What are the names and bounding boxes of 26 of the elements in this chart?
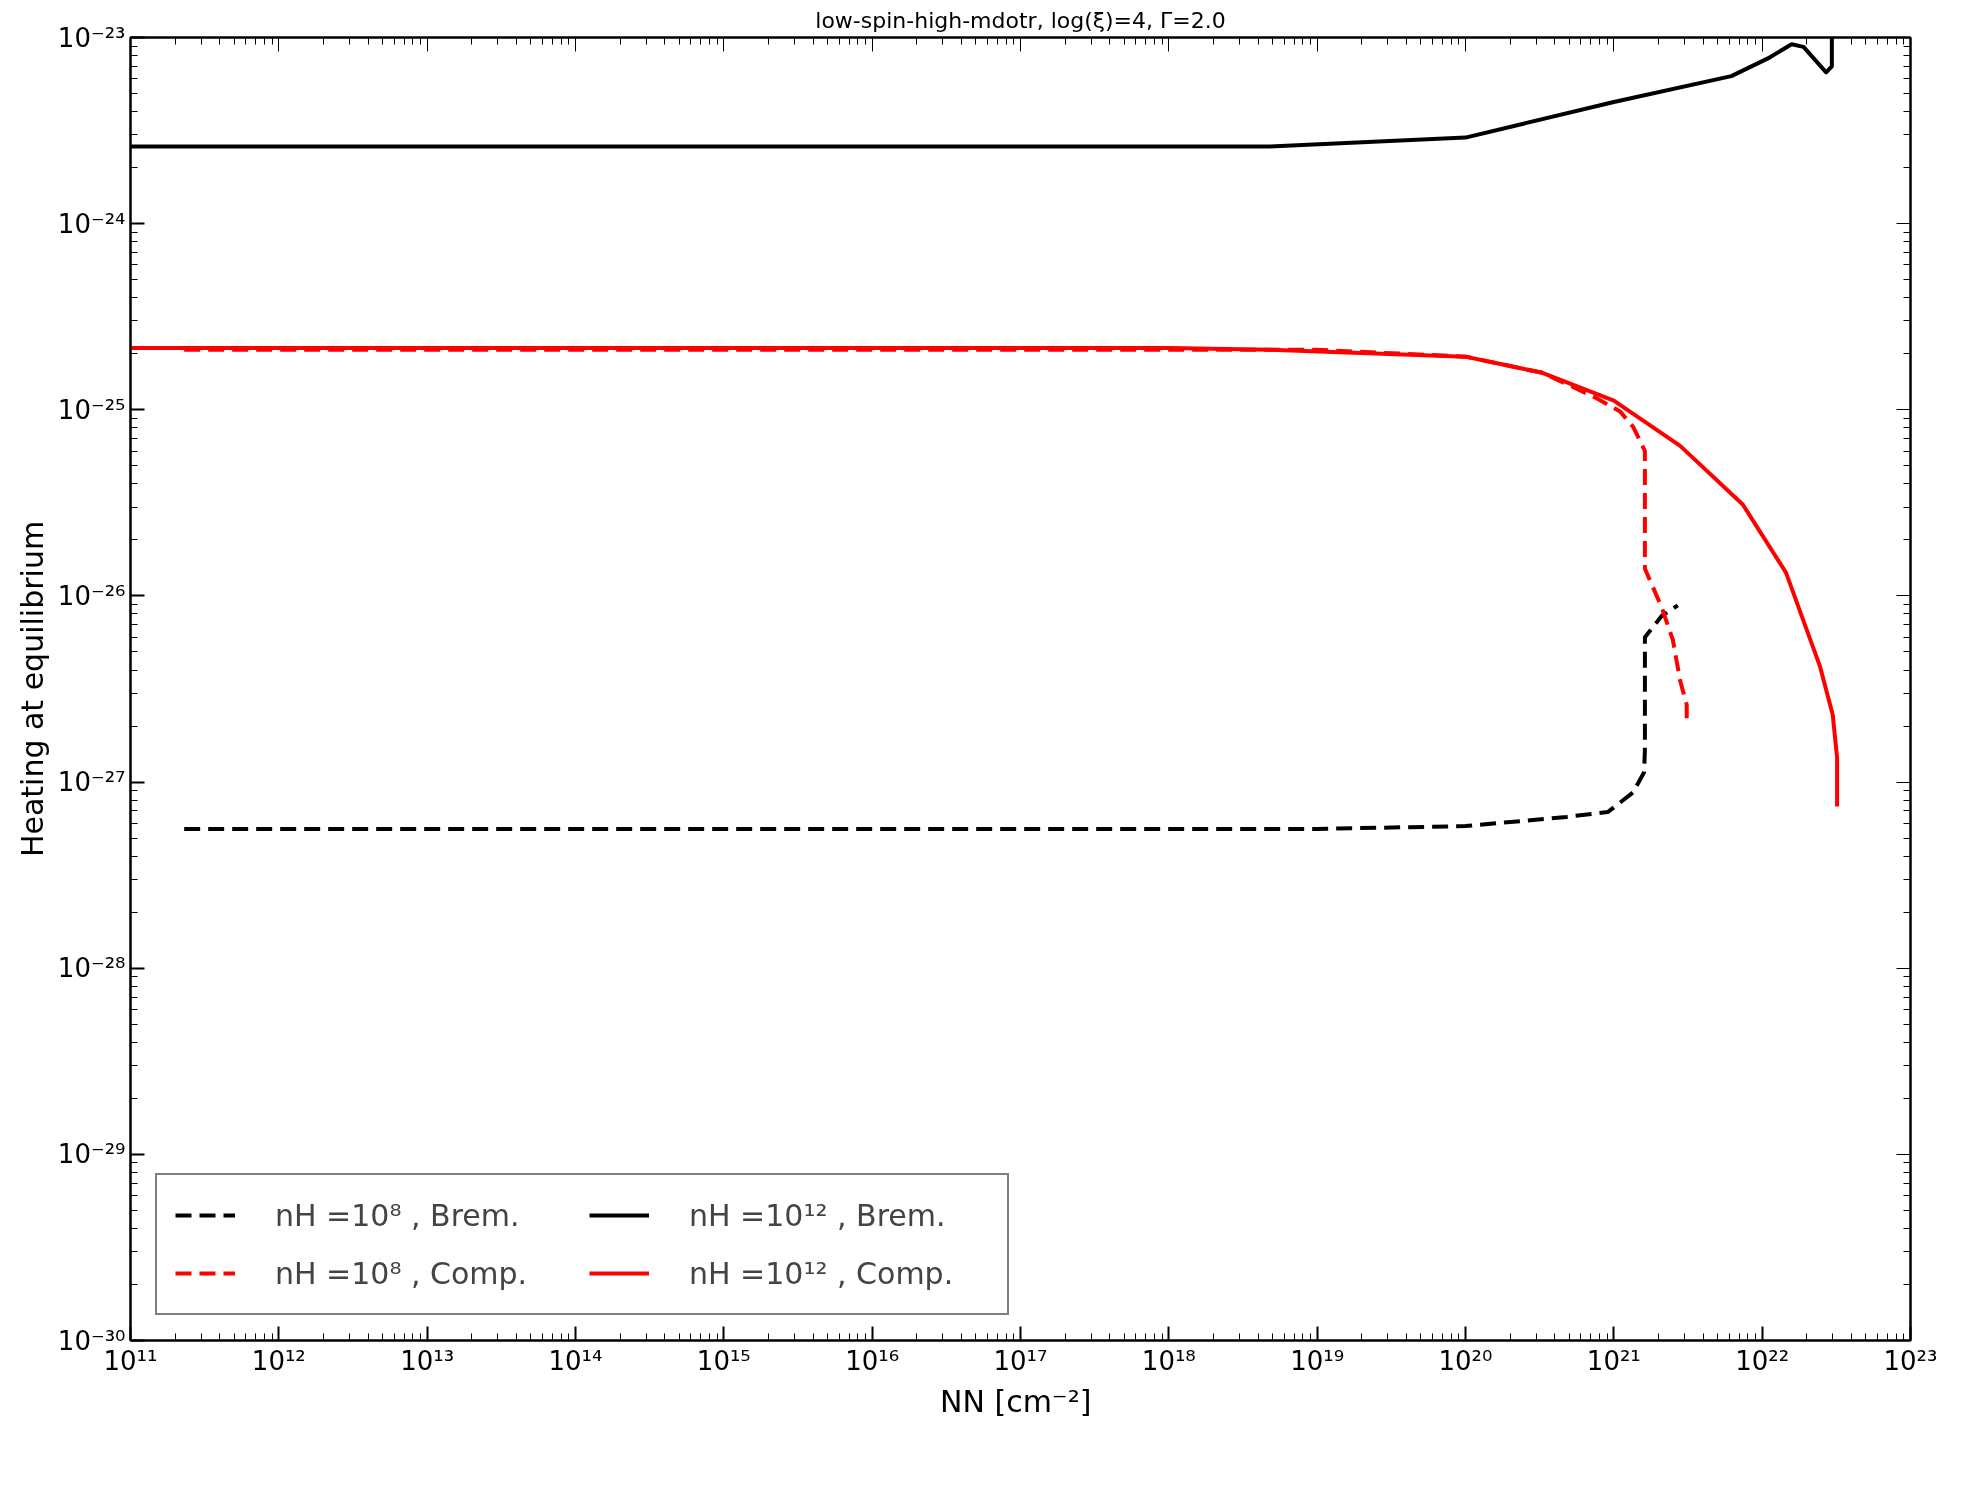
y-tick-label: 10⁻²⁴ xyxy=(57,208,126,239)
y-tick-label: 10⁻²⁶ xyxy=(57,580,126,611)
y-tick-label: 10⁻²⁹ xyxy=(57,1139,126,1170)
x-tick-label: 10²¹ xyxy=(1586,1345,1641,1376)
x-tick-label: 10¹⁴ xyxy=(548,1345,603,1376)
y-tick-label: 10⁻²⁵ xyxy=(57,394,126,425)
x-tick-label: 10¹³ xyxy=(400,1345,455,1376)
legend-label: nH =10¹² , Brem. xyxy=(689,1196,947,1235)
y-tick-label: 10⁻²⁸ xyxy=(57,953,126,984)
x-tick-label: 10²⁰ xyxy=(1438,1345,1493,1376)
x-tick-label: 10¹⁹ xyxy=(1290,1345,1345,1376)
x-tick-label: 10¹⁶ xyxy=(845,1345,900,1376)
legend-label: nH =10⁸ , Comp. xyxy=(275,1254,529,1293)
y-tick-label: 10⁻²³ xyxy=(57,22,126,53)
x-tick-label: 10²³ xyxy=(1883,1345,1938,1376)
x-tick-label: 10¹² xyxy=(251,1345,306,1376)
x-tick-label: 10¹⁷ xyxy=(993,1345,1048,1376)
x-tick-label: 10¹⁵ xyxy=(696,1345,751,1376)
y-tick-label: 10⁻²⁷ xyxy=(57,767,126,798)
x-tick-label: 10²² xyxy=(1735,1345,1790,1376)
chart-title: low-spin-high-mdotr, log(ξ)=4, Γ=2.0 xyxy=(815,7,1226,33)
x-axis-title: NN [cm⁻²] xyxy=(940,1383,1092,1419)
x-tick-label: 10¹⁸ xyxy=(1141,1345,1196,1376)
y-axis-title: Heating at equilibrium xyxy=(14,520,50,858)
legend-label: nH =10¹² , Comp. xyxy=(689,1254,955,1293)
legend-label: nH =10⁸ , Brem. xyxy=(275,1196,521,1235)
